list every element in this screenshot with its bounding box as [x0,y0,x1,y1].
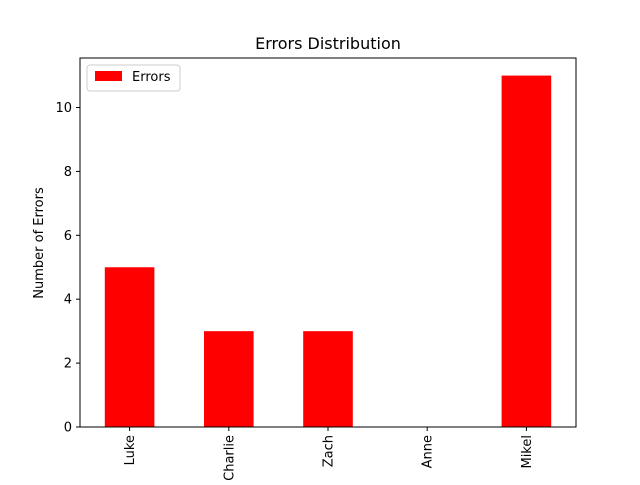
y-tick-label: 6 [64,229,72,244]
bar-luke [104,267,155,427]
legend-swatch-errors [95,71,122,81]
bar-mikel [501,75,552,428]
y-tick-label: 10 [55,101,72,116]
x-tick-label-mikel: Mikel [520,435,535,469]
y-tick-label: 2 [64,357,72,372]
y-tick-label: 4 [64,293,72,308]
bars-group [104,75,552,428]
legend-label-errors: Errors [132,70,171,85]
y-axis-label: Number of Errors [32,187,47,299]
x-tick-label-anne: Anne [421,435,436,468]
chart-title: Errors Distribution [255,34,401,53]
x-tick-label-charlie: Charlie [222,435,237,480]
y-tick-label: 0 [64,421,72,436]
x-axis: Luke Charlie Zach Anne Mikel [123,427,535,481]
legend: Errors [86,64,181,92]
plot-frame [79,57,577,428]
bar-zach [303,331,353,427]
bar-charlie [204,331,254,427]
y-tick-label: 8 [64,165,72,180]
x-tick-label-luke: Luke [123,435,138,465]
y-axis: 0 2 4 6 8 10 [55,101,80,436]
x-tick-label-zach: Zach [322,435,337,467]
